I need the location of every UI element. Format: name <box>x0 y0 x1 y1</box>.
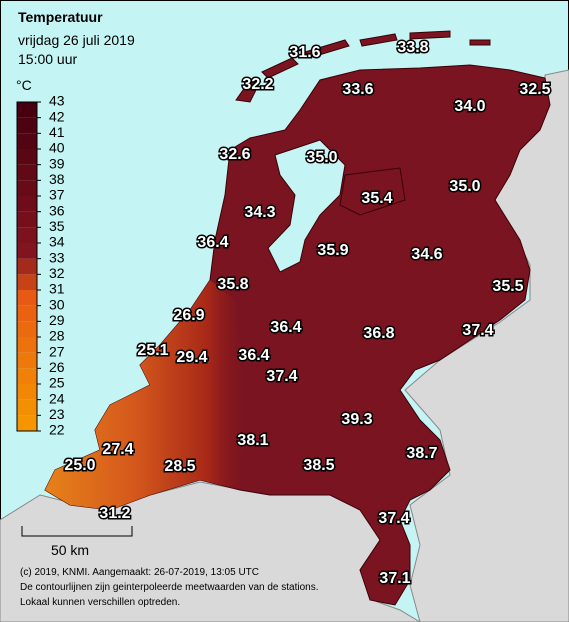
legend-tick-label: 25 <box>49 375 65 391</box>
legend-tick-label: 43 <box>49 93 65 109</box>
station-reading: 36.8 <box>363 325 394 342</box>
footer-line: De contourlijnen zijn geinterpoleerde me… <box>20 582 319 593</box>
station-reading: 35.8 <box>217 276 248 293</box>
legend-band <box>17 243 37 259</box>
legend-tick-label: 24 <box>49 390 65 406</box>
legend-band <box>17 133 37 149</box>
station-reading: 35.0 <box>306 149 337 166</box>
station-reading: 31.2 <box>99 505 130 522</box>
legend-unit: °C <box>16 77 32 93</box>
legend-tick-label: 29 <box>49 312 65 328</box>
station-reading: 32.6 <box>219 146 250 163</box>
station-reading: 36.4 <box>270 319 301 336</box>
legend-band <box>17 258 37 275</box>
station-reading: 35.4 <box>361 190 392 207</box>
legend-tick-label: 33 <box>49 249 65 265</box>
legend-tick-label: 41 <box>49 124 65 140</box>
legend-band <box>17 274 37 290</box>
legend-band <box>17 102 37 118</box>
station-reading: 29.4 <box>176 349 207 366</box>
footer-line: Lokaal kunnen verschillen optreden. <box>20 597 180 608</box>
station-reading: 34.6 <box>411 246 442 263</box>
title: Temperatuur <box>18 9 103 25</box>
legend-tick-label: 39 <box>49 155 65 171</box>
station-reading: 31.6 <box>289 44 320 61</box>
station-reading: 39.3 <box>341 411 372 428</box>
station-reading: 37.4 <box>378 510 409 527</box>
legend-tick-label: 38 <box>49 171 65 187</box>
station-reading: 38.5 <box>303 457 334 474</box>
legend-band <box>17 305 37 322</box>
station-reading: 37.1 <box>379 570 410 587</box>
legend-band <box>17 196 37 212</box>
legend-tick-label: 27 <box>49 343 65 359</box>
station-reading: 37.4 <box>462 322 493 339</box>
scale-label: 50 km <box>51 542 89 558</box>
legend-band <box>17 227 37 243</box>
legend-band <box>17 399 37 416</box>
legend-tick-label: 34 <box>49 234 65 250</box>
station-reading: 34.3 <box>244 204 275 221</box>
legend-tick-label: 28 <box>49 328 65 344</box>
legend-band <box>17 337 37 353</box>
station-reading: 38.1 <box>237 432 268 449</box>
legend-band <box>17 290 37 306</box>
station-reading: 36.4 <box>197 234 228 251</box>
station-reading: 33.8 <box>397 39 428 56</box>
legend: 2223242526272829303132333435363738394041… <box>16 93 65 438</box>
southwest-warm-zone <box>45 280 245 510</box>
legend-tick-label: 42 <box>49 108 65 124</box>
station-reading: 27.4 <box>102 441 133 458</box>
time: 15:00 uur <box>18 51 77 67</box>
station-reading: 38.7 <box>406 445 437 462</box>
footer-line: (c) 2019, KNMI. Aangemaakt: 26-07-2019, … <box>20 567 259 578</box>
station-reading: 32.2 <box>242 76 273 93</box>
legend-tick-label: 31 <box>49 281 65 297</box>
legend-band <box>17 211 37 228</box>
legend-band <box>17 149 37 165</box>
legend-tick-label: 40 <box>49 140 65 156</box>
legend-tick-label: 30 <box>49 296 65 312</box>
legend-tick-label: 32 <box>49 265 65 281</box>
flevoland <box>339 167 406 216</box>
ijsselmeer <box>267 139 346 273</box>
stations: 31.6 33.8 32.2 33.6 32.5 34.0 32.6 35.0 35.4 35.0… <box>63 38 552 589</box>
station-reading: 35.9 <box>317 242 348 259</box>
station-reading: 25.1 <box>137 342 168 359</box>
station-reading: 33.6 <box>342 81 373 98</box>
legend-band <box>17 180 37 196</box>
station-reading: 37.4 <box>266 368 297 385</box>
station-reading: 32.5 <box>519 81 550 98</box>
station-reading: 35.0 <box>449 178 480 195</box>
station-reading: 26.9 <box>173 307 204 324</box>
legend-tick-label: 36 <box>49 202 65 218</box>
legend-band <box>17 384 37 400</box>
legend-band <box>17 117 37 134</box>
legend-band <box>17 352 37 369</box>
legend-tick-label: 35 <box>49 218 65 234</box>
legend-band <box>17 415 37 431</box>
legend-frame <box>16 101 38 432</box>
legend-tick-label: 22 <box>49 422 65 438</box>
legend-tick-label: 23 <box>49 406 65 422</box>
legend-band <box>17 164 37 181</box>
station-reading: 25.0 <box>64 457 95 474</box>
station-reading: 36.4 <box>238 347 269 364</box>
wadden-islands <box>235 30 491 103</box>
scale-bar <box>21 526 133 537</box>
legend-tick-label: 26 <box>49 359 65 375</box>
station-reading: 34.0 <box>454 98 485 115</box>
legend-tick-label: 37 <box>49 187 65 203</box>
station-reading: 28.5 <box>164 458 195 475</box>
station-reading: 35.5 <box>492 278 523 295</box>
legend-band <box>17 368 37 384</box>
date: vrijdag 26 juli 2019 <box>18 32 135 48</box>
legend-band <box>17 321 37 337</box>
